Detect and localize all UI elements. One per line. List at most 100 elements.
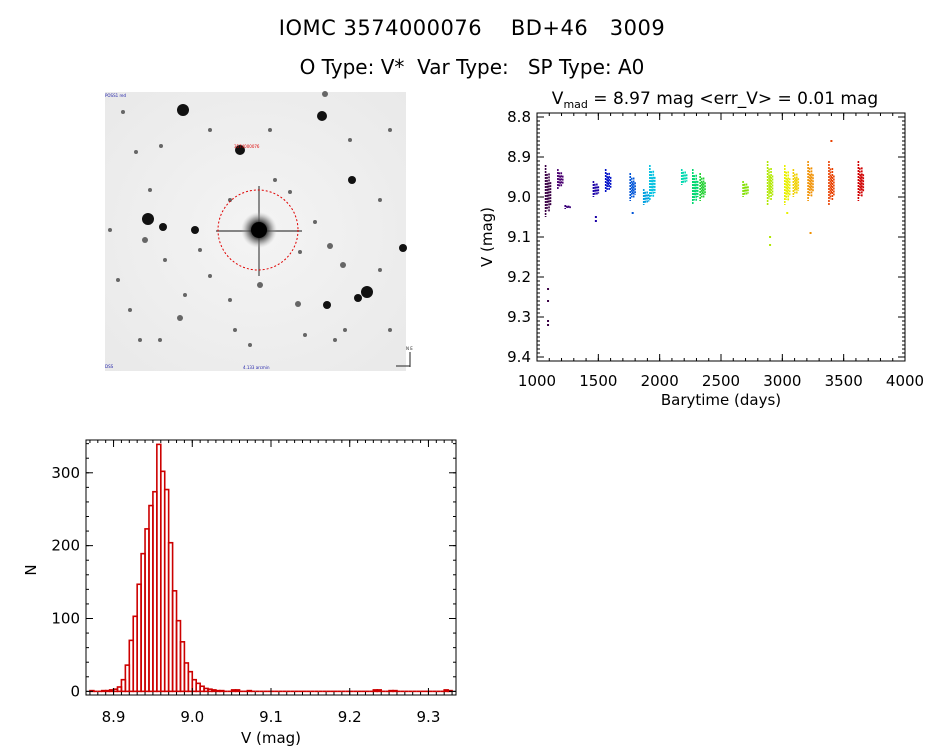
compass-label: N E — [406, 346, 413, 351]
field-star — [388, 328, 392, 332]
field-star — [361, 286, 373, 298]
field-stars — [108, 91, 407, 347]
lightcurve-x-tick-label: 3500 — [825, 372, 863, 390]
histogram-y-ticks: 0 100 200 300 — [51, 464, 456, 700]
target-star — [216, 186, 302, 276]
field-star — [134, 150, 138, 154]
lightcurve-x-tick-label: 2000 — [641, 372, 679, 390]
lightcurve-x-ticks: 1000 1500 2000 2500 3000 3500 4000 — [518, 113, 924, 390]
field-star — [198, 248, 202, 252]
field-star — [348, 176, 356, 184]
histogram-bars — [89, 443, 453, 693]
lightcurve-point — [594, 220, 597, 222]
lightcurve-point — [786, 212, 789, 214]
field-star — [348, 138, 352, 142]
sptype-value: A0 — [618, 55, 645, 79]
field-star — [295, 301, 301, 307]
image-label-dss: DSS — [105, 364, 114, 369]
target-circle — [217, 189, 299, 271]
field-star — [313, 220, 317, 224]
histogram-y-tick-label: 300 — [51, 464, 80, 482]
lightcurve-x-tick-label: 1000 — [518, 372, 556, 390]
lightcurve-x-label: Barytime (days) — [661, 391, 781, 409]
sptype-label: SP Type: — [527, 55, 612, 79]
field-star — [298, 250, 302, 254]
field-star — [116, 278, 120, 282]
field-star — [303, 333, 307, 337]
image-label-target: 3574000076 — [234, 144, 260, 149]
lightcurve-minor-ticks — [536, 112, 906, 362]
field-star — [354, 294, 362, 302]
field-star — [235, 145, 245, 155]
lightcurve-y-tick-label: 8.8 — [507, 108, 531, 126]
field-star — [191, 226, 199, 234]
lightcurve-point — [830, 140, 833, 142]
field-star — [327, 243, 333, 249]
field-star — [268, 128, 272, 132]
field-star — [208, 274, 212, 278]
histogram-bar — [392, 689, 398, 693]
chart-subtitle: O Type: V* Var Type: SP Type: A0 — [0, 55, 944, 79]
field-star — [177, 315, 183, 321]
lightcurve-chart: Vmad = 8.97 mag <err_V> = 0.01 mag 1000 1… — [478, 89, 924, 409]
histogram-x-tick-label: 8.9 — [102, 708, 126, 726]
lightcurve-y-tick-label: 8.9 — [507, 148, 531, 166]
histogram-bar — [246, 689, 253, 693]
field-star — [378, 198, 382, 202]
lightcurve-x-tick-label: 4000 — [886, 372, 924, 390]
image-label-scale: 4.133 arcmin — [243, 365, 270, 370]
lightcurve-y-tick-label: 9.2 — [507, 268, 531, 286]
histogram-x-tick-label: 9.3 — [417, 708, 441, 726]
field-star — [257, 282, 263, 288]
lightcurve-point — [631, 212, 634, 214]
field-star — [333, 338, 337, 342]
histogram-x-tick-label: 9.1 — [259, 708, 283, 726]
field-star — [317, 111, 327, 121]
field-star — [142, 237, 148, 243]
field-star — [273, 178, 277, 182]
lightcurve-x-tick-label: 1500 — [579, 372, 617, 390]
lightcurve-point — [547, 320, 550, 322]
field-star — [128, 308, 132, 312]
histogram-y-tick-label: 0 — [70, 682, 80, 700]
histogram-y-tick-label: 200 — [51, 537, 80, 555]
otype-label: O Type: — [299, 55, 375, 79]
lightcurve-title: Vmad = 8.97 mag <err_V> = 0.01 mag — [552, 89, 878, 111]
histogram-chart: 8.9 9.0 9.1 9.2 9.3 0 100 200 300 V (mag) N — [22, 439, 457, 747]
lightcurve-plot-frame — [536, 112, 906, 362]
histogram-y-tick-label: 100 — [51, 610, 80, 628]
lightcurve-point — [547, 288, 550, 290]
lightcurve-y-tick-label: 9.3 — [507, 308, 531, 326]
histogram-bar — [376, 689, 383, 693]
field-star — [163, 258, 167, 262]
otype-value: V* — [380, 55, 405, 79]
field-star — [159, 223, 167, 231]
lightcurve-y-tick-label: 9.0 — [507, 188, 531, 206]
field-star — [340, 262, 346, 268]
lightcurve-point — [769, 236, 772, 238]
field-star — [378, 268, 382, 272]
image-label-survey: POSS1 red — [105, 93, 126, 98]
field-star — [108, 228, 112, 232]
vartype-label: Var Type: — [417, 55, 509, 79]
histogram-x-ticks: 8.9 9.0 9.1 9.2 9.3 — [102, 440, 441, 726]
histogram-x-label: V (mag) — [241, 729, 301, 747]
field-star — [148, 188, 152, 192]
lightcurve-point — [809, 232, 812, 234]
histogram-bar — [234, 689, 241, 693]
field-star — [228, 198, 232, 202]
field-star — [399, 244, 407, 252]
catalog-label: IOMC — [278, 16, 337, 40]
lightcurve-points — [544, 140, 865, 326]
star-name: BD+46 3009 — [510, 16, 666, 40]
field-star — [233, 328, 237, 332]
field-star — [138, 338, 142, 342]
field-star — [121, 110, 125, 114]
lightcurve-point — [594, 216, 597, 218]
lightcurve-y-tick-label: 9.4 — [507, 348, 531, 366]
field-star — [158, 338, 162, 342]
field-star — [288, 190, 292, 194]
field-star — [183, 293, 187, 297]
compass-icon: N E — [396, 346, 413, 367]
